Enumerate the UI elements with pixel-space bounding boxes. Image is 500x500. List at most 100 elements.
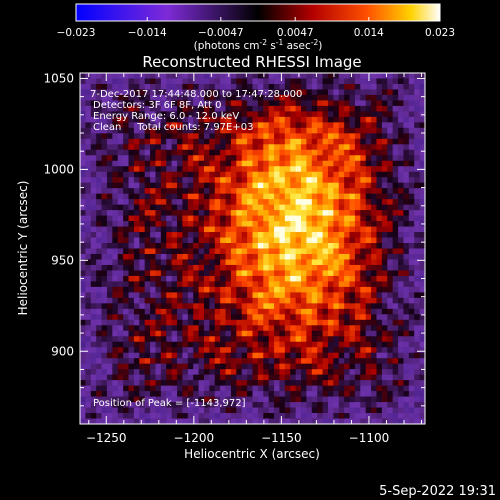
heatmap-cell xyxy=(144,259,151,266)
heatmap-cell xyxy=(414,155,421,162)
heatmap-cell xyxy=(106,341,113,348)
heatmap-cell xyxy=(106,155,113,162)
heatmap-cell xyxy=(112,402,119,408)
heatmap-cell xyxy=(117,319,124,326)
heatmap-cell xyxy=(301,303,307,310)
heatmap-cell xyxy=(96,100,102,107)
heatmap-cell xyxy=(90,325,97,332)
heatmap-cell xyxy=(317,193,323,200)
heatmap-cell xyxy=(257,385,264,392)
heatmap-cell xyxy=(150,292,156,299)
heatmap-cell xyxy=(209,111,216,118)
heatmap-cell xyxy=(290,94,297,101)
heatmap-cell xyxy=(85,160,92,167)
heatmap-cell xyxy=(392,413,399,419)
heatmap-cell xyxy=(106,358,113,365)
heatmap-cell xyxy=(117,133,124,140)
heatmap-cell xyxy=(85,105,92,112)
heatmap-cell xyxy=(333,243,340,249)
heatmap-cell xyxy=(371,286,377,293)
heatmap-cell xyxy=(139,413,146,419)
heatmap-cell xyxy=(376,248,383,255)
heatmap-cell xyxy=(80,314,86,321)
heatmap-cell xyxy=(338,73,345,79)
heatmap-cell xyxy=(322,226,329,233)
heatmap-cell xyxy=(381,193,388,200)
heatmap-cell xyxy=(279,144,286,151)
heatmap-cell xyxy=(365,210,372,216)
heatmap-cell xyxy=(171,215,178,222)
heatmap-cell xyxy=(187,232,194,238)
annotation-counts: Clean Total counts: 7.97E+03 xyxy=(93,122,253,133)
heatmap-cell xyxy=(80,116,86,123)
heatmap-cell xyxy=(284,155,291,162)
heatmap-cell xyxy=(139,259,146,266)
heatmap-cell xyxy=(144,248,151,255)
heatmap-cell xyxy=(117,314,124,321)
heatmap-cell xyxy=(392,303,399,310)
x-tick-label: −1200 xyxy=(174,431,215,445)
heatmap-cell xyxy=(230,275,237,282)
heatmap-cell xyxy=(398,402,404,408)
heatmap-cell xyxy=(101,193,108,200)
heatmap-cell xyxy=(274,133,280,140)
heatmap-cell xyxy=(187,413,194,419)
heatmap-cell xyxy=(166,78,173,85)
heatmap-cell xyxy=(268,330,275,337)
heatmap-cell xyxy=(139,83,146,90)
heatmap-cell xyxy=(85,253,92,260)
heatmap-cell xyxy=(252,286,259,293)
heatmap-cell xyxy=(144,83,151,90)
heatmap-cell xyxy=(338,215,345,222)
heatmap-cell xyxy=(85,325,92,332)
heatmap-cell xyxy=(414,127,421,134)
heatmap-cell xyxy=(123,78,129,85)
heatmap-cell xyxy=(268,149,275,156)
heatmap-cell xyxy=(225,341,232,348)
heatmap-cell xyxy=(349,286,356,293)
heatmap-cell xyxy=(123,352,129,359)
heatmap-cell xyxy=(354,133,361,140)
heatmap-cell xyxy=(80,374,86,381)
heatmap-cell xyxy=(209,314,216,321)
heatmap-cell xyxy=(301,248,307,255)
heatmap-cell xyxy=(80,292,86,299)
heatmap-cell xyxy=(414,347,421,354)
heatmap-cell xyxy=(274,396,280,403)
heatmap-cell xyxy=(247,78,253,85)
heatmap-cell xyxy=(177,215,183,222)
heatmap-cell xyxy=(263,418,270,424)
heatmap-cell xyxy=(155,369,162,376)
heatmap-cell xyxy=(311,100,318,107)
heatmap-cell xyxy=(193,155,199,162)
heatmap-cell xyxy=(376,100,383,107)
heatmap-cell xyxy=(371,237,377,244)
heatmap-cell xyxy=(392,358,399,365)
heatmap-cell xyxy=(203,385,210,392)
heatmap-cell xyxy=(268,100,275,107)
heatmap-cell xyxy=(182,83,189,90)
heatmap-cell xyxy=(327,138,334,145)
heatmap-cell xyxy=(101,347,108,354)
heatmap-cell xyxy=(403,358,410,365)
heatmap-cell xyxy=(381,407,388,414)
heatmap-cell xyxy=(166,308,173,315)
heatmap-cell xyxy=(414,89,421,96)
heatmap-cell xyxy=(182,94,189,101)
heatmap-cell xyxy=(274,325,280,332)
heatmap-cell xyxy=(90,391,97,397)
heatmap-cell xyxy=(236,166,243,173)
heatmap-cell xyxy=(263,105,270,112)
heatmap-cell xyxy=(338,204,345,211)
heatmap-cell xyxy=(392,308,399,315)
heatmap-cell xyxy=(128,144,135,151)
heatmap-cell xyxy=(408,358,415,365)
heatmap-cell xyxy=(327,144,334,151)
heatmap-cell xyxy=(257,341,264,348)
heatmap-cell xyxy=(408,325,415,332)
heatmap-cell xyxy=(263,243,270,249)
heatmap-cell xyxy=(96,111,102,118)
heatmap-cell xyxy=(241,385,248,392)
heatmap-cell xyxy=(90,264,97,271)
heatmap-cell xyxy=(236,308,243,315)
